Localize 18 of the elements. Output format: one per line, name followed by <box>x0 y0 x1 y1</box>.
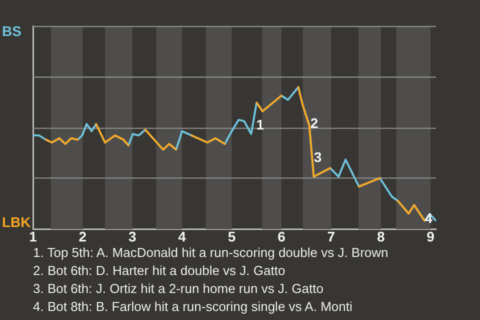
annotation: 1 <box>256 116 264 132</box>
text: 4. Bot 8th: B. Farlow hit a run-scoring single vs A. Monti <box>33 298 354 316</box>
x-tick-label: 1 <box>29 228 38 244</box>
x-tick-label: 6 <box>278 228 286 244</box>
annotation: 3 <box>314 149 322 166</box>
x-tick-label: 8 <box>376 228 385 244</box>
text: 2. Bot 6th: D. Harter hit a double vs J. Gatto <box>33 262 286 280</box>
text: 1. Top 5th: A. MacDonald hit a run-scoring double vs J. Brown <box>33 244 388 262</box>
x-tick-label: 3 <box>128 228 136 244</box>
text: LBK <box>2 214 31 230</box>
text: BS <box>2 22 22 39</box>
annotation: 2 <box>310 114 318 131</box>
x-tick-label: 4 <box>178 228 186 244</box>
x-tick-label: 7 <box>327 228 336 244</box>
x-tick-label: 5 <box>228 228 236 244</box>
x-tick-label: 2 <box>78 228 87 244</box>
text: 3. Bot 6th: J. Ortiz hit a 2-run home run vs J. Gatto <box>33 280 324 298</box>
x-tick-label: 9 <box>426 228 435 244</box>
